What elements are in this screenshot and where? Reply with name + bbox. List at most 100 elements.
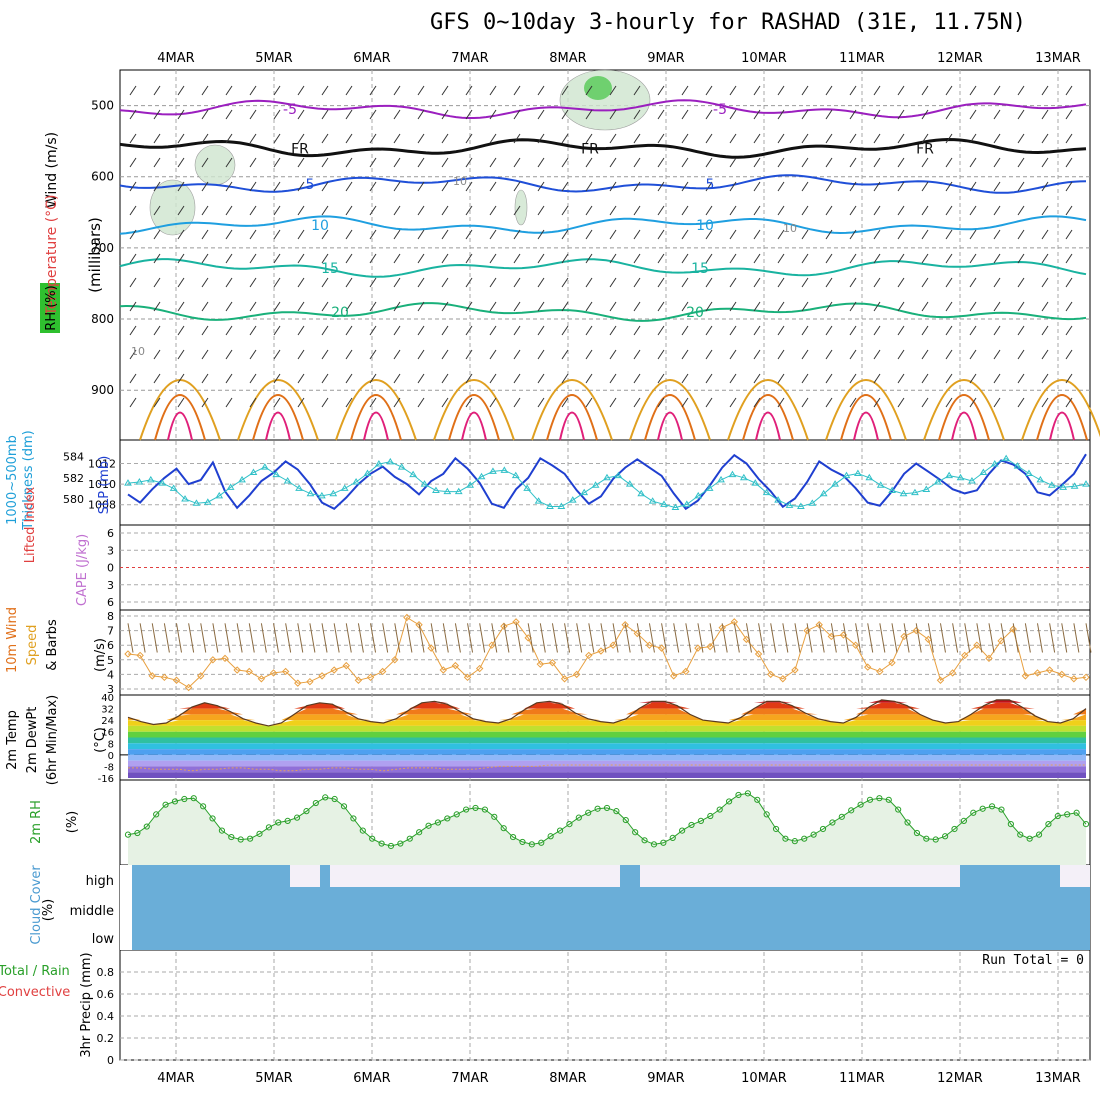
wind-barb (489, 133, 497, 144)
wind-barb (201, 133, 209, 144)
wind-speed-point (936, 676, 945, 684)
wind-barb (273, 181, 281, 192)
cloud-clear (490, 865, 500, 887)
temperature-axis-label: Temperature (°C) (44, 195, 60, 317)
wind-barb-10m (915, 623, 922, 653)
wind-barb (873, 373, 881, 384)
thickness-point (865, 473, 874, 481)
wind-barb (273, 253, 281, 264)
rh-point (237, 836, 244, 843)
wind-barb (369, 373, 377, 384)
isotherm-label: 15 (321, 261, 339, 277)
wind-barb-10m (661, 623, 668, 653)
wind-barb (993, 85, 1001, 96)
wind-speed-point (1058, 670, 1066, 679)
rh-point (669, 834, 676, 841)
wind-barb (609, 157, 617, 168)
rh-point (594, 805, 601, 812)
rh-point (575, 814, 582, 821)
wind-barb (393, 85, 401, 96)
temp-contour-35 (1049, 411, 1075, 441)
temp-contour-25 (629, 379, 711, 441)
rh-point (162, 801, 169, 808)
wind-speed-point (475, 664, 484, 673)
wind-barb (945, 373, 953, 384)
thickness-point (329, 489, 338, 497)
wind-barb-10m (1049, 623, 1056, 653)
wind-barb-10m (236, 623, 243, 653)
wind-barb (825, 133, 833, 144)
wind-barb (753, 229, 761, 240)
rh-point (406, 835, 413, 842)
wind-barb-10m (976, 623, 983, 653)
wind-speed-point (694, 644, 702, 652)
lifted-index-tick-label: 3 (107, 579, 114, 592)
wind-barb-10m (467, 623, 474, 653)
cloud-clear (380, 865, 480, 887)
wind-barb (417, 181, 425, 192)
thickness-point (260, 463, 269, 470)
wind-barb (273, 133, 281, 144)
wind-speed-point (124, 650, 132, 658)
wind-barb (585, 397, 593, 408)
temp-contour-30 (938, 394, 990, 441)
wind-barb (993, 301, 1001, 312)
wind-barb (129, 229, 137, 240)
wind-barb (561, 133, 569, 144)
rh-point (481, 806, 489, 813)
wind-barb (393, 277, 401, 288)
temp-contour-30 (840, 394, 892, 441)
rh-point (857, 801, 864, 808)
wind-barb (225, 349, 233, 360)
wind-speed-point (548, 659, 557, 667)
wind-barb-10m (1000, 623, 1007, 653)
temp-contour-35 (363, 411, 389, 441)
wind-barb (345, 85, 353, 96)
wind-speed-point (803, 626, 811, 635)
wind-barb (897, 229, 905, 240)
wind-barb (753, 349, 761, 360)
wind-barb (561, 253, 569, 264)
thickness-point (557, 502, 566, 509)
pressure-tick-label: 900 (91, 383, 114, 397)
wind-barb (1065, 349, 1073, 360)
wind-speed-point (378, 667, 387, 676)
wind-barb (417, 157, 425, 168)
wind-barb (1065, 253, 1073, 264)
wind-speed-point (609, 641, 617, 649)
temp-contour-30 (252, 394, 304, 441)
wind-barb (753, 205, 761, 216)
temp-contour-25 (923, 379, 1005, 441)
wind-barb (729, 397, 737, 408)
wind-barb (633, 253, 641, 264)
thickness-point (637, 489, 646, 497)
cloud-clear (640, 865, 960, 887)
wind-barb (801, 253, 809, 264)
wind-barb (129, 349, 137, 360)
rh-point (942, 833, 949, 840)
temp-contour-35 (461, 411, 487, 441)
wind-barb (201, 373, 209, 384)
wind-barb (561, 277, 569, 288)
temp-tick-label: 16 (101, 728, 114, 739)
thickness-point (375, 459, 383, 467)
wind-barb (777, 301, 785, 312)
wind-barb (345, 349, 353, 360)
wind-barb (609, 253, 617, 264)
wind-barb (177, 229, 185, 240)
rh-point (707, 812, 714, 820)
wind-barb (729, 277, 737, 288)
wind-barb (1065, 277, 1073, 288)
wind-barb (249, 133, 257, 144)
wind-barb (849, 301, 857, 312)
wind-barb (897, 157, 905, 168)
temp-band (128, 702, 1086, 709)
wind-barb (513, 373, 521, 384)
wind-barb-10m (260, 623, 267, 653)
wind-barb (705, 349, 713, 360)
wind-barb (1065, 205, 1073, 216)
wind-speed-point (342, 661, 350, 670)
temp-contour-25 (531, 379, 613, 441)
rh-point (622, 816, 629, 824)
temp-contour-30 (154, 394, 206, 441)
